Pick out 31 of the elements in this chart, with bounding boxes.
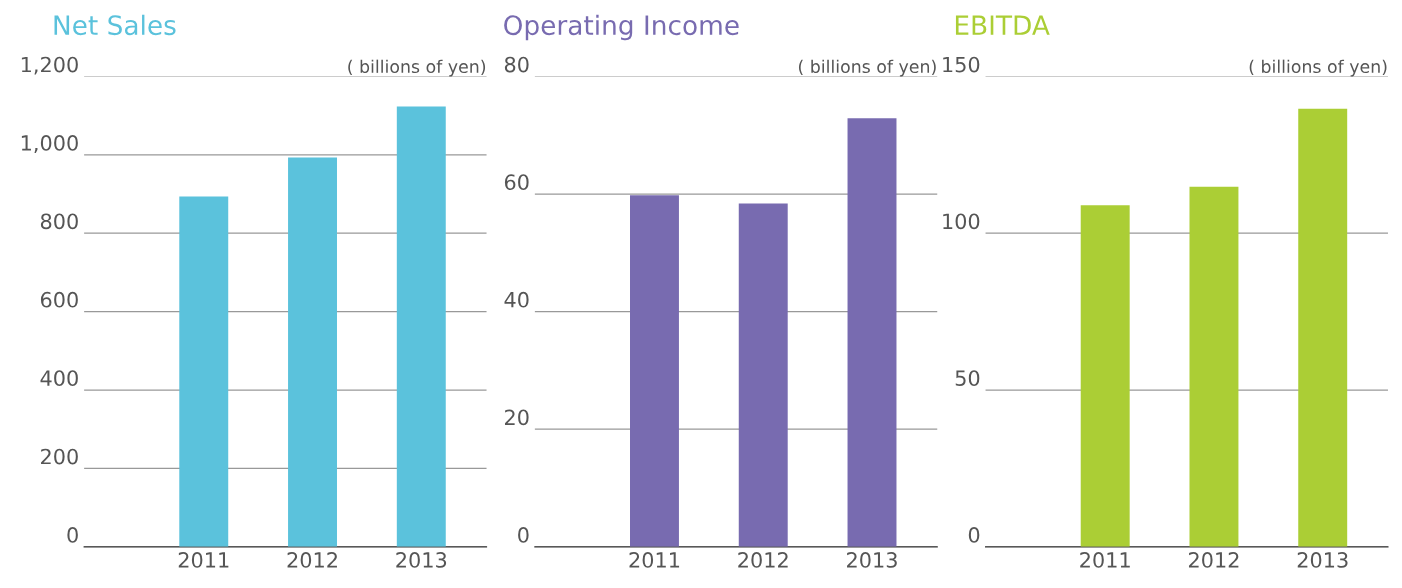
y-tick-label: 60 bbox=[504, 174, 529, 190]
y-tick-label: 1,200 bbox=[21, 56, 78, 75]
x-tick-label: 2012 bbox=[1188, 552, 1239, 568]
x-tick-label: 2011 bbox=[1080, 552, 1130, 568]
y-tick-label: 0 bbox=[518, 527, 529, 543]
x-tick-label: 2012 bbox=[287, 552, 337, 568]
chart-title: Net Sales bbox=[54, 14, 176, 36]
y-tick-label: 800 bbox=[40, 213, 78, 230]
y-tick-label: 100 bbox=[943, 213, 980, 230]
y-tick-label: 80 bbox=[504, 56, 529, 73]
y-tick-label: 50 bbox=[955, 370, 980, 386]
chart-title: EBITDA bbox=[955, 15, 1050, 35]
y-tick-label: 20 bbox=[504, 409, 529, 426]
annotation: ( billions of yen) bbox=[1249, 59, 1387, 77]
y-tick-label: 40 bbox=[504, 291, 529, 308]
y-tick-label: 0 bbox=[968, 527, 980, 543]
y-tick-label: 150 bbox=[943, 56, 980, 73]
x-tick-label: 2012 bbox=[738, 552, 788, 568]
y-tick-label: 200 bbox=[41, 448, 78, 465]
x-tick-label: 2011 bbox=[178, 552, 229, 568]
chart-title: Operating Income bbox=[504, 14, 739, 41]
x-tick-label: 2011 bbox=[629, 552, 680, 568]
annotation: ( billions of yen) bbox=[348, 59, 486, 77]
x-tick-label: 2013 bbox=[396, 552, 447, 568]
y-tick-label: 1,000 bbox=[21, 135, 78, 153]
y-tick-label: 600 bbox=[40, 291, 78, 308]
x-tick-label: 2013 bbox=[1297, 552, 1348, 568]
y-tick-label: 400 bbox=[40, 370, 78, 386]
y-tick-label: 0 bbox=[67, 527, 78, 543]
x-tick-label: 2013 bbox=[847, 552, 897, 568]
annotation: ( billions of yen) bbox=[798, 59, 936, 77]
